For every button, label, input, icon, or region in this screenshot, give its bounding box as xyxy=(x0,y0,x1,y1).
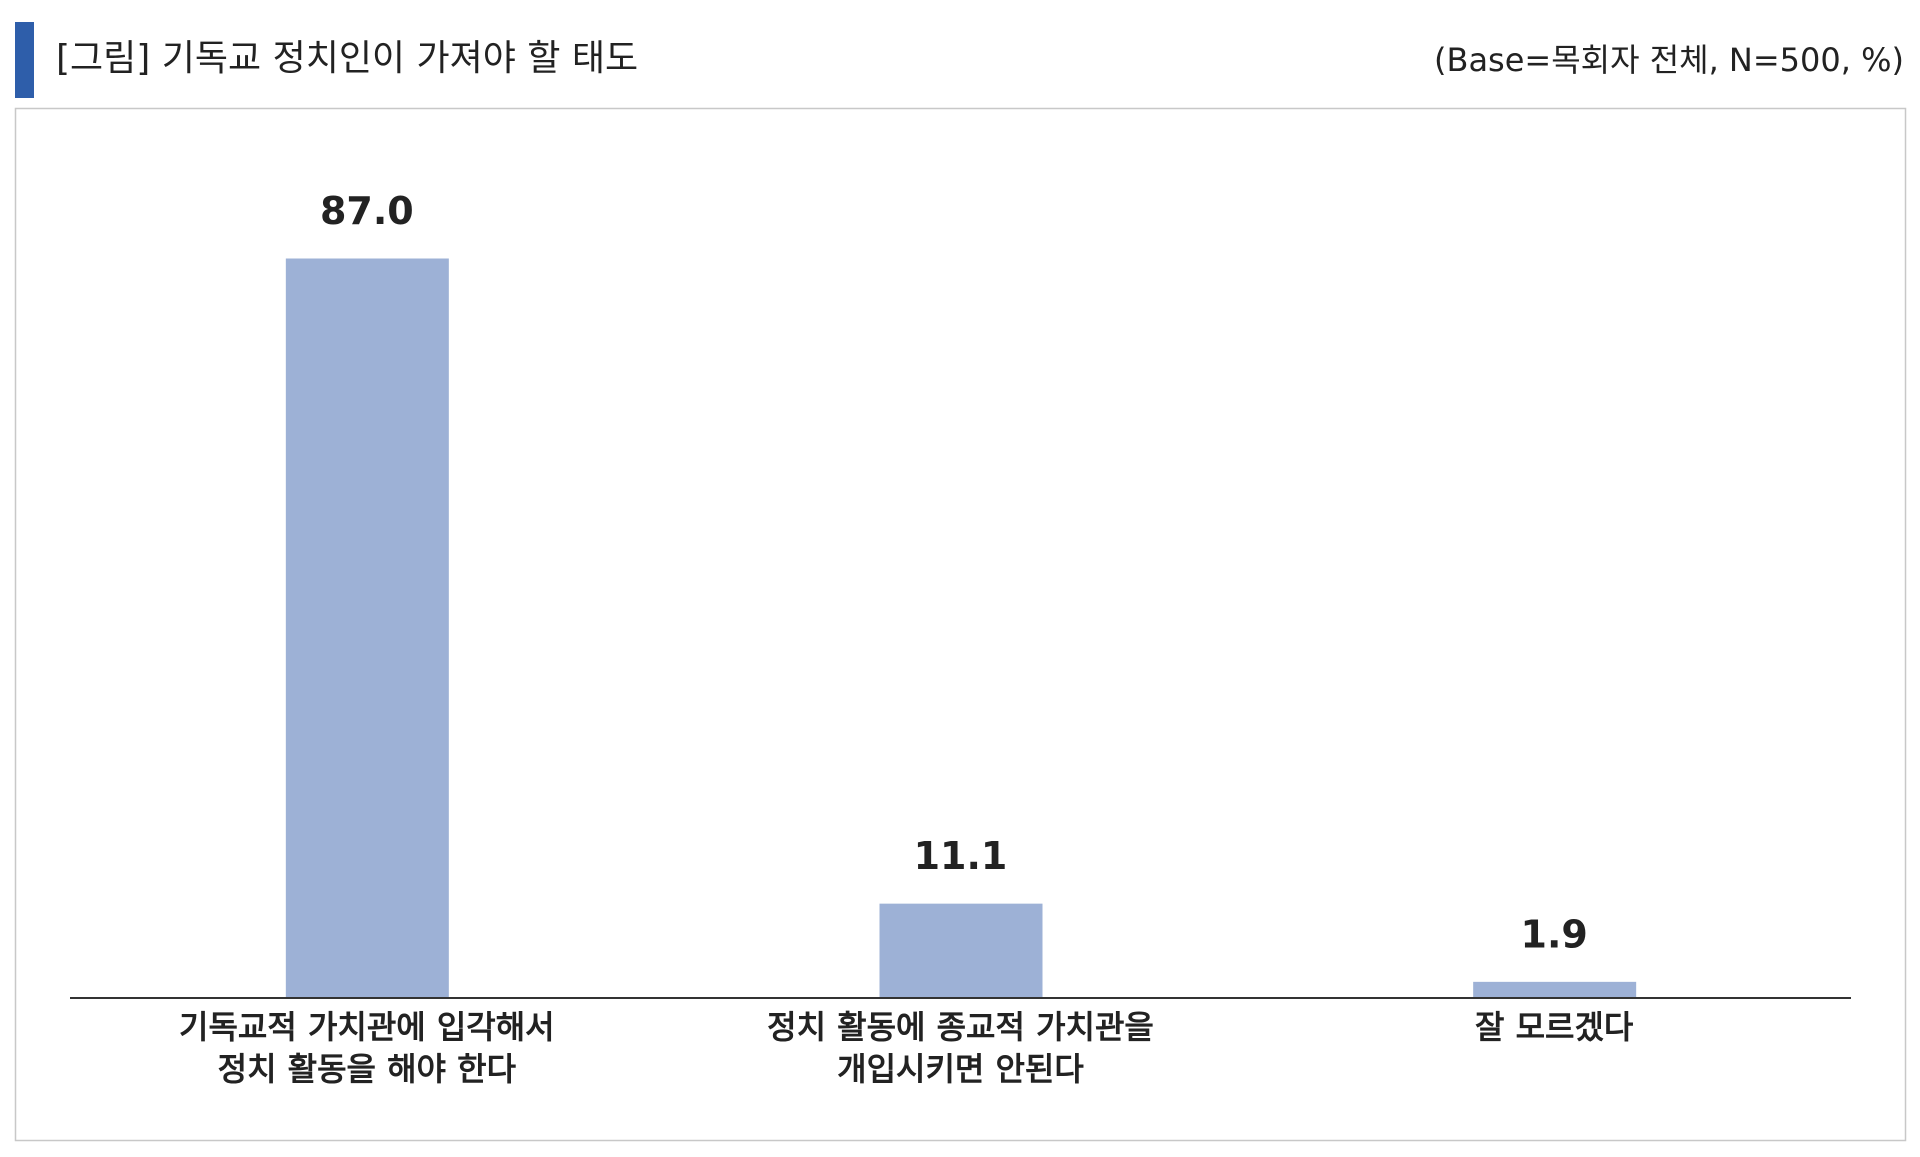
value-label: 1.9 xyxy=(1521,912,1588,956)
chart-title: [그림] 기독교 정치인이 가져야 할 태도 xyxy=(56,38,638,79)
bar xyxy=(879,903,1043,998)
chart-subtitle: (Base=목회자 전체, N=500, %) xyxy=(1434,41,1904,79)
value-label: 11.1 xyxy=(914,834,1008,878)
x-tick-label: 잘 모르겠다 xyxy=(1474,1008,1634,1046)
value-label: 87.0 xyxy=(320,189,414,233)
chart-frame xyxy=(14,107,1907,1142)
x-tick-label: 정치 활동에 종교적 가치관을 개입시키면 안된다 xyxy=(767,1008,1154,1088)
bar xyxy=(1473,981,1637,998)
bar xyxy=(285,258,449,998)
title-marker xyxy=(15,22,34,98)
x-tick-label: 기독교적 가치관에 입각해서 정치 활동을 해야 한다 xyxy=(179,1008,555,1088)
